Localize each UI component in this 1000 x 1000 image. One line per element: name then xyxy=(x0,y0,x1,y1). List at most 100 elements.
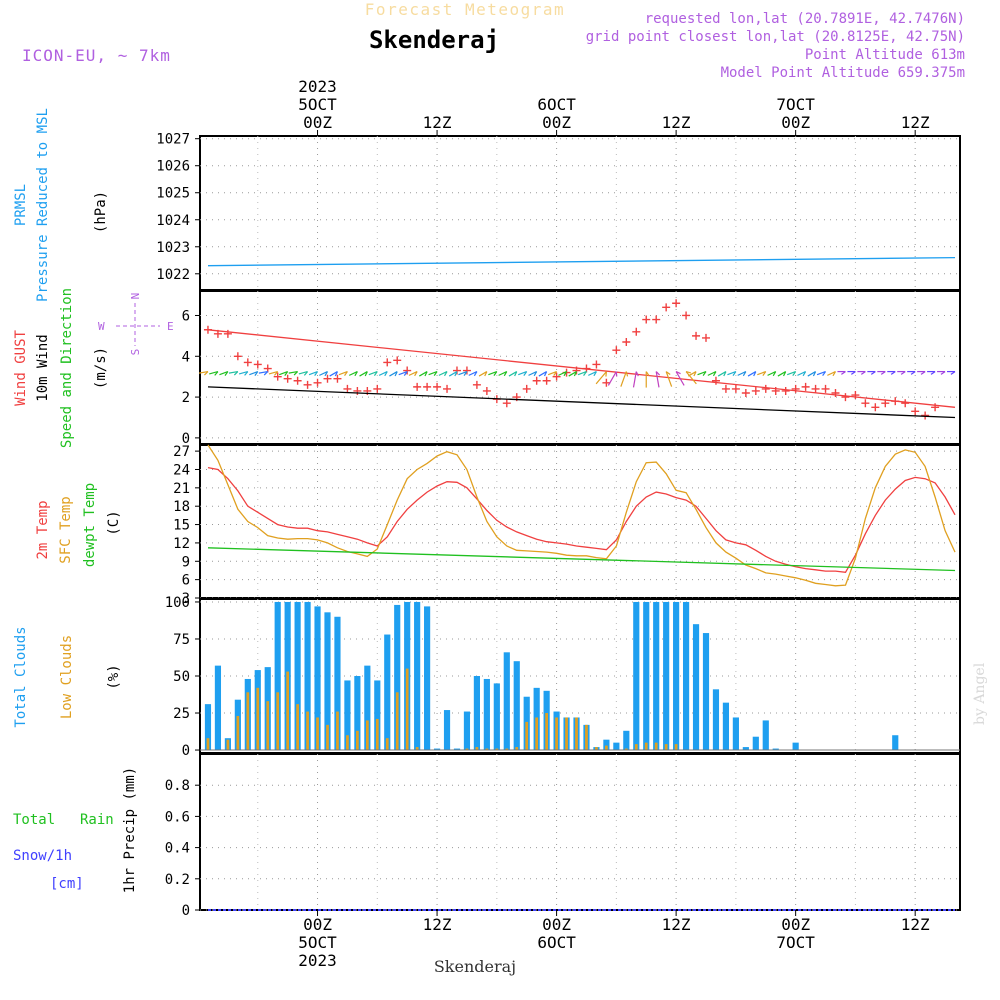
low-cloud-bar xyxy=(246,692,250,751)
panel-1-ytick-label: 1024 xyxy=(156,213,190,229)
gust-marker xyxy=(333,374,342,383)
low-cloud-bar xyxy=(326,724,329,751)
p1-unit: (hPa) xyxy=(93,191,109,233)
wind-arrow xyxy=(757,371,766,376)
total-cloud-bar xyxy=(653,601,660,751)
wind-arrow-head xyxy=(645,371,650,377)
wind-arrow-head xyxy=(702,371,707,376)
low-cloud-bar xyxy=(624,748,628,751)
wind-arrow-head xyxy=(753,371,757,377)
compass-east: E xyxy=(167,320,174,333)
wind-arrow xyxy=(288,370,298,374)
low-cloud-bar xyxy=(375,718,379,751)
low-cloud-bar xyxy=(575,717,578,751)
panel-5-ytick-label: 0.8 xyxy=(165,778,190,794)
low-cloud-bar xyxy=(365,720,369,751)
wind-arrow xyxy=(786,371,796,376)
total-cloud-bar xyxy=(483,678,490,751)
wind-arrow-head xyxy=(583,371,587,376)
gust-marker xyxy=(502,399,511,408)
wind-arrow-head xyxy=(493,371,498,376)
p2-label-1: Wind GUST xyxy=(13,330,29,406)
low-cloud-bar xyxy=(336,711,339,751)
gust-marker xyxy=(931,403,940,412)
wind-arrow-head xyxy=(920,371,926,375)
low-cloud-bar xyxy=(644,742,648,751)
page-title: Skenderaj xyxy=(369,26,499,54)
low-cloud-bar xyxy=(475,747,479,751)
panel-1-ytick-label: 1023 xyxy=(156,240,190,256)
wind-arrow xyxy=(249,371,258,376)
p3-label-3: dewpt Temp xyxy=(82,483,98,567)
gust-marker xyxy=(821,384,830,393)
low-cloud-bar xyxy=(664,744,668,751)
wind-arrow xyxy=(228,370,238,374)
wind-arrow-head xyxy=(364,371,368,377)
gust-marker xyxy=(741,389,750,397)
top-time-label-4: 00Z xyxy=(781,113,810,132)
wind-arrow-head xyxy=(890,371,896,375)
total-cloud-bar xyxy=(742,747,749,751)
wind-arrow-head xyxy=(880,371,886,375)
wind-arrow-head xyxy=(573,371,578,377)
panel-4-ytick-label: 25 xyxy=(173,706,190,722)
wind-arrow-head xyxy=(414,371,418,377)
watermark: by Angel xyxy=(972,662,988,725)
low-cloud-bar xyxy=(495,748,499,751)
gust-marker xyxy=(482,386,491,395)
wind-arrow-head xyxy=(593,371,597,377)
total-cloud-bar xyxy=(424,606,431,751)
gust-marker xyxy=(622,338,631,346)
wind-arrow xyxy=(209,371,219,375)
panel-3-ytick-label: 15 xyxy=(173,518,190,534)
low-cloud-bar xyxy=(405,668,409,751)
series-wind-gust-line xyxy=(207,329,956,408)
gust-marker xyxy=(323,374,332,383)
gust-marker xyxy=(572,366,581,375)
bottom-time-label-2: 00Z xyxy=(542,915,571,934)
panel-1-ytick-label: 1022 xyxy=(156,267,190,283)
total-cloud-bar xyxy=(374,680,381,751)
wind-arrow-head xyxy=(473,371,478,377)
panel-5-ytick-label: 0.6 xyxy=(165,809,190,825)
gust-marker xyxy=(761,384,770,393)
point-altitude: Point Altitude 613m xyxy=(805,47,965,63)
wind-arrow-head xyxy=(284,371,289,376)
wind-arrow-head xyxy=(685,371,692,374)
wind-arrow xyxy=(816,371,826,376)
p2-label-2: 10m Wind xyxy=(35,334,51,401)
gust-marker xyxy=(253,360,262,369)
wind-arrow xyxy=(338,371,348,376)
panel-5-ytick-label: 0.2 xyxy=(165,872,190,888)
low-cloud-bar xyxy=(545,713,548,751)
wind-arrow-head xyxy=(384,371,388,377)
wind-arrow xyxy=(737,371,747,376)
wind-arrow xyxy=(747,371,757,377)
low-cloud-bar xyxy=(585,724,588,751)
total-cloud-bar xyxy=(613,742,620,751)
wind-arrow xyxy=(777,371,786,377)
low-cloud-bar xyxy=(654,742,658,751)
wind-arrow-head xyxy=(443,371,448,377)
gust-marker xyxy=(791,384,800,393)
gust-marker xyxy=(243,358,252,367)
panel-3-ytick-label: 6 xyxy=(182,573,190,589)
panel-3-ytick-label: 9 xyxy=(182,554,190,570)
wind-arrow xyxy=(685,371,697,385)
wind-arrow-head xyxy=(314,371,319,376)
wind-arrow xyxy=(528,371,537,376)
total-cloud-bar xyxy=(364,665,371,751)
bottom-time-label-4: 7OCT xyxy=(776,933,815,952)
panel-2-ytick-label: 0 xyxy=(182,431,190,447)
wind-arrow xyxy=(258,370,268,374)
wind-arrow xyxy=(389,371,398,377)
gust-marker xyxy=(452,366,461,375)
gust-marker xyxy=(313,378,322,387)
wind-arrow xyxy=(827,371,836,376)
total-cloud-bar xyxy=(443,710,451,751)
wind-arrow-head xyxy=(712,371,717,377)
gust-marker xyxy=(612,346,621,355)
wind-arrow-head xyxy=(563,371,568,377)
chart-subtitle: Forecast Meteogram xyxy=(365,0,565,19)
